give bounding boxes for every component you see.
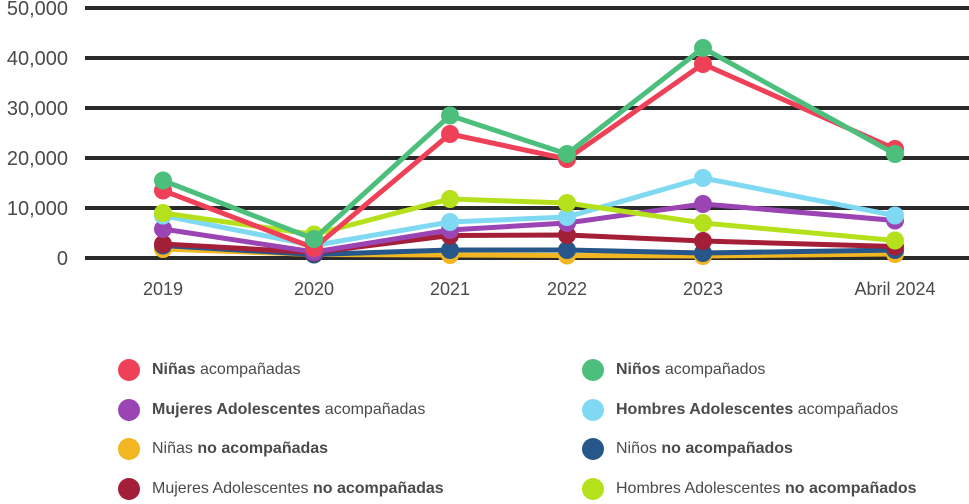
data-point-ninos-no-acomp-2	[441, 241, 459, 259]
y-tick-label: 20,000	[7, 148, 68, 170]
legend-label: Mujeres Adolescentes no acompañadas	[152, 480, 444, 498]
data-point-hombres-adol-acomp-4	[694, 169, 712, 187]
x-tick-label: 2019	[143, 279, 183, 299]
legend-label-bold: Hombres Adolescentes	[616, 401, 794, 418]
x-tick-label: Abril 2024	[854, 279, 935, 299]
data-point-hombres-adol-no-acomp-4	[694, 214, 712, 232]
legend-label-bold: Niñas	[152, 361, 196, 378]
series-line-mujeres-adol-acomp	[160, 201, 898, 255]
series-line-mujeres-adol-no-acomp	[160, 232, 898, 255]
legend-label-rest: acompañadas	[320, 401, 426, 418]
legend-label-rest: Mujeres Adolescentes	[152, 480, 313, 497]
legend-label: Niños no acompañados	[616, 440, 793, 458]
legend-label-rest: Niñas	[152, 440, 198, 457]
legend-marker	[582, 478, 604, 500]
legend-marker	[118, 399, 140, 421]
legend-label: Hombres Adolescentes no acompañados	[616, 480, 917, 498]
legend-label: Mujeres Adolescentes acompañadas	[152, 401, 425, 419]
data-point-ninos-no-acomp-3	[558, 241, 576, 259]
data-point-ninos-acomp-0	[154, 171, 172, 190]
legend-marker	[118, 438, 140, 460]
legend-label-rest: acompañadas	[195, 361, 301, 378]
legend-marker	[582, 359, 604, 381]
legend-label-rest: Hombres Adolescentes	[616, 480, 785, 497]
y-axis-ticks: 0 10,000 20,000 30,000 40,000 50,000	[7, 0, 68, 270]
legend-label: Niños acompañados	[616, 361, 765, 379]
data-point-ninos-acomp-2	[441, 106, 459, 125]
data-point-hombres-adol-no-acomp-3	[558, 194, 576, 212]
legend-item-ninas-no-acomp: Niñas no acompañadas	[118, 434, 328, 464]
data-point-mujeres-adol-acomp-4	[694, 195, 712, 213]
data-point-hombres-adol-no-acomp-2	[441, 190, 459, 208]
data-point-ninos-acomp-4	[694, 39, 712, 57]
data-point-hombres-adol-no-acomp-0	[154, 204, 172, 222]
data-point-ninas-acomp-2	[441, 125, 459, 143]
legend-label-rest: Niños	[616, 440, 662, 457]
series-ninos-acomp	[154, 39, 904, 248]
x-tick-label: 2022	[547, 279, 587, 299]
legend: Niñas acompañadas Niños acompañados Mujere…	[0, 350, 969, 504]
legend-item-mujeres-adol-no-acomp: Mujeres Adolescentes no acompañadas	[118, 474, 444, 504]
legend-label: Hombres Adolescentes acompañados	[616, 401, 898, 419]
legend-label-bold: no acompañados	[784, 480, 917, 497]
legend-label-bold: no acompañadas	[197, 440, 329, 457]
x-axis-ticks: 2019 2020 2021 2022 2023 Abril 2024	[143, 279, 936, 299]
legend-label-bold: Mujeres Adolescentes	[152, 401, 321, 418]
data-point-ninos-acomp-1	[305, 230, 323, 248]
legend-label-rest: acompañados	[660, 361, 766, 378]
data-point-mujeres-adol-acomp-0	[154, 220, 172, 238]
legend-marker	[582, 399, 604, 421]
y-tick-label: 50,000	[7, 0, 68, 20]
legend-item-hombres-adol-acomp: Hombres Adolescentes acompañados	[582, 395, 898, 425]
legend-marker	[118, 478, 140, 500]
legend-item-ninos-acomp: Niños acompañados	[582, 355, 765, 385]
y-tick-label: 40,000	[7, 48, 68, 70]
y-tick-label: 10,000	[7, 198, 68, 220]
data-point-ninas-acomp-4	[694, 55, 712, 73]
legend-item-mujeres-adol-acomp: Mujeres Adolescentes acompañadas	[118, 395, 425, 425]
data-point-mujeres-adol-no-acomp-0	[154, 235, 172, 253]
y-tick-label: 30,000	[7, 98, 68, 120]
legend-label-rest: acompañados	[793, 401, 899, 418]
x-tick-label: 2021	[430, 279, 470, 299]
data-point-ninos-acomp-3	[558, 145, 576, 163]
legend-label-bold: Niños	[616, 361, 661, 378]
legend-item-hombres-adol-no-acomp: Hombres Adolescentes no acompañados	[582, 474, 917, 504]
legend-marker	[118, 359, 140, 381]
legend-marker	[582, 438, 604, 460]
series-lines	[154, 39, 904, 265]
data-point-mujeres-adol-no-acomp-4	[694, 232, 712, 250]
series-line-ninos-acomp	[160, 45, 898, 242]
x-tick-label: 2020	[294, 279, 334, 299]
x-tick-label: 2023	[683, 279, 723, 299]
line-chart: 0 10,000 20,000 30,000 40,000 50,000 2019 2020…	[7, 0, 969, 299]
y-tick-label: 0	[57, 248, 68, 270]
data-point-ninos-acomp-5	[886, 145, 904, 163]
legend-label-bold: no acompañadas	[312, 480, 444, 497]
legend-item-ninos-no-acomp: Niños no acompañados	[582, 434, 793, 464]
data-point-hombres-adol-no-acomp-5	[886, 231, 904, 250]
series-line-ninas-acomp	[160, 61, 898, 251]
legend-label: Niñas acompañadas	[152, 361, 301, 379]
legend-label-bold: no acompañados	[661, 440, 793, 457]
legend-item-ninas-acomp: Niñas acompañadas	[118, 355, 301, 385]
data-point-hombres-adol-acomp-5	[886, 206, 904, 225]
data-point-hombres-adol-acomp-3	[558, 208, 576, 226]
data-point-hombres-adol-acomp-2	[441, 213, 459, 231]
legend-label: Niñas no acompañadas	[152, 440, 328, 458]
